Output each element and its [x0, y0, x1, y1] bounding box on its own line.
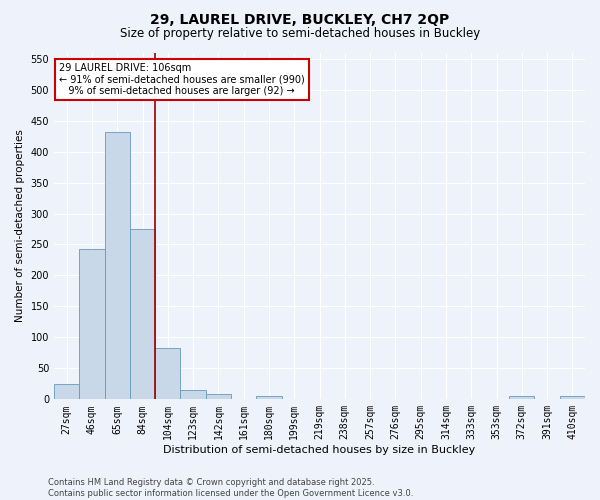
Bar	[54, 384, 79, 400]
Text: 29, LAUREL DRIVE, BUCKLEY, CH7 2QP: 29, LAUREL DRIVE, BUCKLEY, CH7 2QP	[151, 12, 449, 26]
Text: 29 LAUREL DRIVE: 106sqm
← 91% of semi-detached houses are smaller (990)
   9% of: 29 LAUREL DRIVE: 106sqm ← 91% of semi-de…	[59, 63, 305, 96]
Y-axis label: Number of semi-detached properties: Number of semi-detached properties	[15, 130, 25, 322]
X-axis label: Distribution of semi-detached houses by size in Buckley: Distribution of semi-detached houses by …	[163, 445, 476, 455]
Bar	[79, 249, 104, 400]
Bar	[509, 396, 535, 400]
Text: Contains HM Land Registry data © Crown copyright and database right 2025.
Contai: Contains HM Land Registry data © Crown c…	[48, 478, 413, 498]
Bar	[104, 132, 130, 400]
Bar	[256, 396, 281, 400]
Bar	[206, 394, 231, 400]
Bar	[130, 229, 155, 400]
Bar	[155, 348, 181, 400]
Bar	[560, 396, 585, 400]
Bar	[181, 390, 206, 400]
Text: Size of property relative to semi-detached houses in Buckley: Size of property relative to semi-detach…	[120, 28, 480, 40]
